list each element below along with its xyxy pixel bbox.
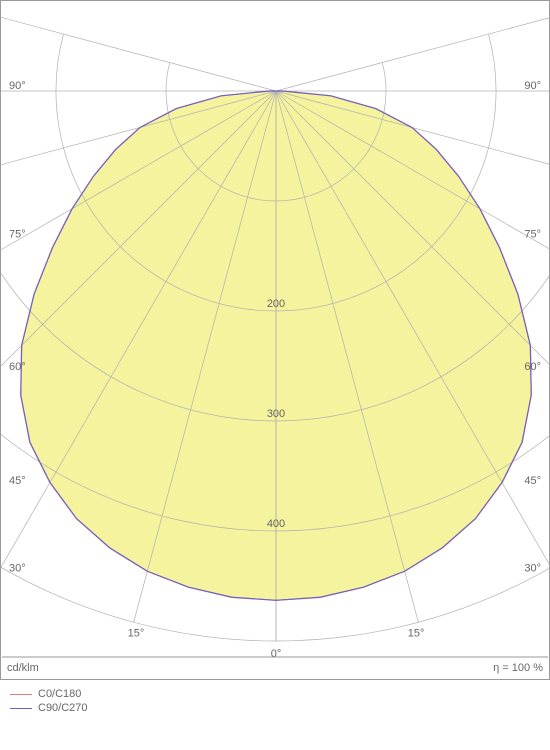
svg-text:15°: 15° [408, 627, 425, 639]
svg-text:90°: 90° [9, 80, 26, 92]
svg-text:400: 400 [267, 518, 285, 530]
legend-label-c0: C0/C180 [38, 688, 81, 700]
legend-swatch-c90 [10, 708, 32, 709]
svg-text:300: 300 [267, 408, 285, 420]
svg-text:45°: 45° [9, 475, 26, 487]
svg-text:90°: 90° [524, 80, 541, 92]
svg-text:60°: 60° [9, 361, 26, 373]
svg-text:75°: 75° [524, 228, 541, 240]
svg-text:30°: 30° [524, 562, 541, 574]
svg-text:200: 200 [267, 298, 285, 310]
svg-text:75°: 75° [9, 228, 26, 240]
photometric-polar-chart: 200 300 400 0° 15° 15° 30° 30° 45° 45° 60° 60° 75° 75… [0, 0, 550, 680]
legend-label-c90: C90/C270 [38, 702, 88, 714]
legend-item-c90: C90/C270 [10, 702, 540, 714]
legend: C0/C180 C90/C270 [0, 680, 550, 746]
legend-swatch-c0 [10, 694, 32, 695]
svg-text:η = 100 %: η = 100 % [493, 662, 543, 674]
chart-canvas: 200 300 400 0° 15° 15° 30° 30° 45° 45° 60° 60° 75° 75… [1, 1, 549, 679]
svg-text:cd/klm: cd/klm [7, 662, 39, 674]
svg-text:60°: 60° [524, 361, 541, 373]
svg-text:0°: 0° [271, 648, 282, 660]
svg-text:30°: 30° [9, 562, 26, 574]
legend-item-c0: C0/C180 [10, 688, 540, 700]
svg-text:45°: 45° [524, 475, 541, 487]
svg-text:15°: 15° [128, 627, 145, 639]
